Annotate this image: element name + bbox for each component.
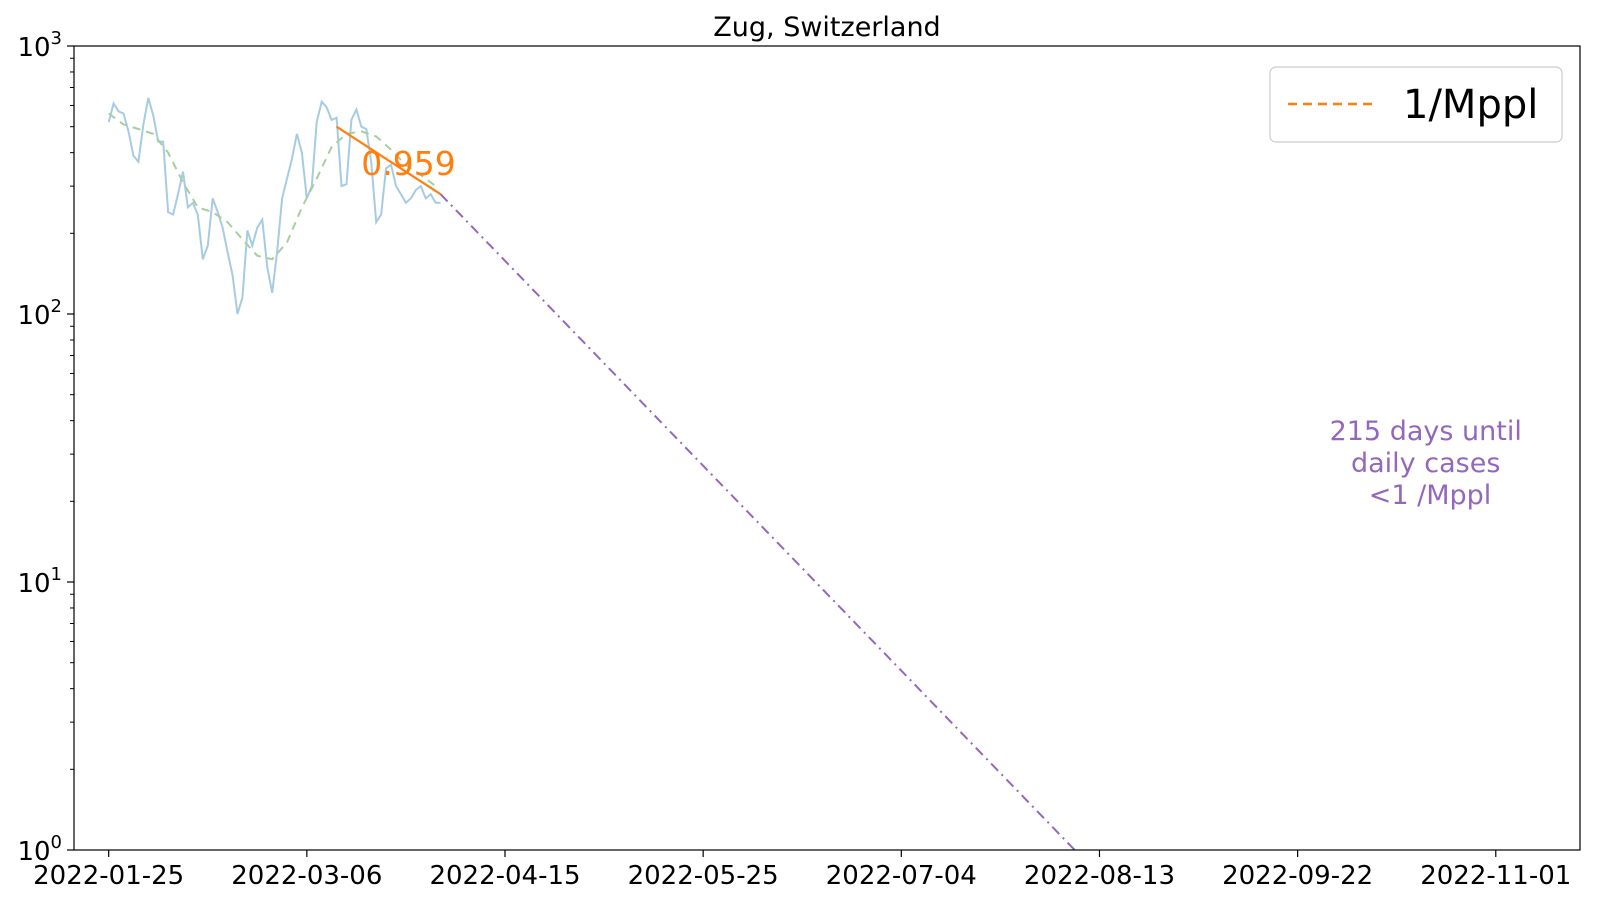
projection-note: 215 days until daily cases <1 /Mppl bbox=[1330, 416, 1531, 511]
projection-note-line-1: 215 days until bbox=[1330, 416, 1522, 447]
x-tick-label: 2022-09-22 bbox=[1222, 861, 1373, 891]
projection-note-line-2: daily cases bbox=[1351, 448, 1500, 479]
legend: 1/Mppl bbox=[1269, 66, 1563, 143]
y-tick-label: 103 bbox=[17, 28, 62, 63]
y-tick-label: 100 bbox=[17, 832, 62, 867]
x-tick-label: 2022-11-01 bbox=[1420, 861, 1571, 891]
projection-note-line-3: <1 /Mppl bbox=[1369, 480, 1492, 511]
chart-title: Zug, Switzerland bbox=[713, 12, 940, 43]
fit-rate-label: 0.959 bbox=[361, 144, 455, 183]
series-daily-line bbox=[107, 97, 441, 315]
y-tick-label: 101 bbox=[17, 564, 62, 599]
x-tick-label: 2022-04-15 bbox=[429, 861, 580, 891]
legend-box bbox=[1269, 66, 1563, 143]
series-layer bbox=[107, 97, 1076, 851]
y-axis: 100 101 102 103 bbox=[17, 28, 74, 867]
series-projection-line bbox=[439, 193, 1076, 851]
plot-frame bbox=[73, 45, 1581, 851]
x-tick-label: 2022-07-04 bbox=[826, 861, 977, 891]
plot-background bbox=[74, 46, 1580, 850]
x-tick-label: 2022-03-06 bbox=[231, 861, 382, 891]
x-tick-label: 2022-01-25 bbox=[33, 861, 184, 891]
x-axis: 2022-01-25 2022-03-06 2022-04-15 2022-05-25… bbox=[33, 850, 1571, 891]
x-tick-label: 2022-05-25 bbox=[628, 861, 779, 891]
series-smoothed-line bbox=[108, 112, 437, 261]
series-fit-line bbox=[336, 125, 442, 196]
legend-label-1mppl: 1/Mppl bbox=[1403, 82, 1538, 128]
x-tick-label: 2022-08-13 bbox=[1024, 861, 1175, 891]
y-tick-label: 102 bbox=[17, 296, 62, 331]
